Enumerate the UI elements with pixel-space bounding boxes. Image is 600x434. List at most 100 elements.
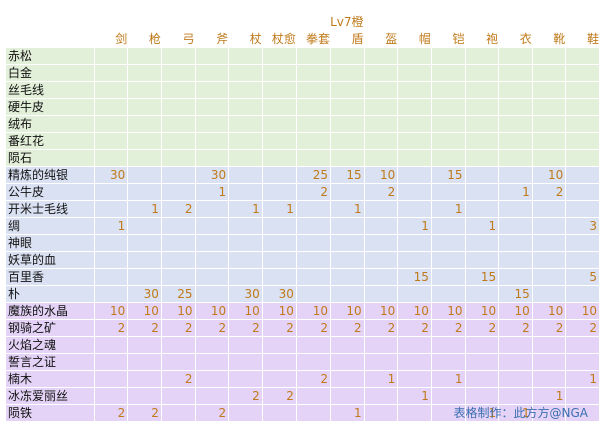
quantity-cell: 2	[364, 183, 399, 201]
quantity-cell	[94, 183, 129, 201]
column-header: 袍	[465, 30, 500, 48]
quantity-cell	[195, 64, 230, 82]
quantity-cell	[465, 387, 500, 405]
quantity-cell: 15	[397, 268, 432, 286]
quantity-cell	[161, 234, 196, 252]
quantity-cell	[565, 149, 600, 167]
quantity-cell	[161, 353, 196, 371]
quantity-cell: 2	[161, 370, 196, 388]
quantity-cell	[94, 353, 129, 371]
quantity-cell	[94, 149, 129, 167]
quantity-cell	[364, 115, 399, 133]
quantity-cell	[565, 166, 600, 184]
quantity-cell: 2	[94, 319, 129, 337]
quantity-cell	[330, 251, 365, 269]
table-row: 精炼的纯银 30 30 25 15 10 15 10	[6, 166, 600, 184]
quantity-cell: 2	[532, 183, 567, 201]
quantity-cell	[262, 370, 297, 388]
quantity-cell	[127, 132, 162, 150]
quantity-cell	[228, 132, 263, 150]
quantity-cell: 2	[127, 319, 162, 337]
quantity-cell	[330, 370, 365, 388]
quantity-cell	[161, 336, 196, 354]
quantity-cell	[94, 251, 129, 269]
quantity-cell	[364, 98, 399, 116]
quantity-cell: 1	[195, 183, 230, 201]
column-header: 斧	[195, 30, 230, 48]
quantity-cell	[565, 353, 600, 371]
quantity-cell	[127, 336, 162, 354]
quantity-cell	[262, 353, 297, 371]
quantity-cell	[262, 81, 297, 99]
quantity-cell	[465, 285, 500, 303]
quantity-cell: 2	[296, 370, 332, 388]
quantity-cell: 15	[498, 285, 533, 303]
quantity-cell: 10	[330, 302, 365, 320]
quantity-cell	[161, 166, 196, 184]
quantity-cell	[161, 64, 196, 82]
quantity-cell	[94, 387, 129, 405]
quantity-cell	[565, 115, 600, 133]
quantity-cell	[127, 115, 162, 133]
quantity-cell	[397, 98, 432, 116]
table-row: 火焰之魂	[6, 336, 600, 354]
quantity-cell	[330, 234, 365, 252]
quantity-cell	[565, 234, 600, 252]
quantity-cell: 15	[330, 166, 365, 184]
quantity-cell	[262, 98, 297, 116]
table-row: 陨石	[6, 149, 600, 167]
quantity-cell	[195, 251, 230, 269]
table-row: 魔族的水晶 10 10 10 10 10 10 10 10 10 10 10 10 10 10 10	[6, 302, 600, 320]
quantity-cell	[228, 149, 263, 167]
quantity-cell	[330, 285, 365, 303]
quantity-cell	[127, 47, 162, 65]
quantity-cell	[195, 285, 230, 303]
quantity-cell	[498, 234, 533, 252]
quantity-cell	[364, 387, 399, 405]
quantity-cell	[262, 183, 297, 201]
material-name: 绒布	[6, 115, 95, 133]
material-name: 开米士毛线	[6, 200, 95, 218]
quantity-cell	[228, 98, 263, 116]
quantity-cell: 1	[498, 404, 533, 422]
quantity-cell: 1	[465, 404, 500, 422]
quantity-cell: 25	[161, 285, 196, 303]
quantity-cell: 30	[228, 285, 263, 303]
quantity-cell: 1	[228, 200, 263, 218]
quantity-cell	[532, 98, 567, 116]
quantity-cell: 30	[195, 166, 230, 184]
quantity-cell	[397, 132, 432, 150]
quantity-cell: 10	[228, 302, 263, 320]
quantity-cell	[565, 47, 600, 65]
quantity-cell	[195, 268, 230, 286]
quantity-cell: 10	[262, 302, 297, 320]
quantity-cell	[296, 404, 332, 422]
table-row: 丝毛线	[6, 81, 600, 99]
quantity-cell: 1	[465, 217, 500, 235]
quantity-cell	[565, 81, 600, 99]
quantity-cell	[195, 217, 230, 235]
quantity-cell	[127, 370, 162, 388]
quantity-cell	[465, 353, 500, 371]
quantity-cell	[296, 268, 332, 286]
quantity-cell	[565, 64, 600, 82]
quantity-cell	[465, 336, 500, 354]
quantity-cell	[465, 64, 500, 82]
quantity-cell	[498, 217, 533, 235]
quantity-cell	[431, 404, 466, 422]
quantity-cell	[127, 268, 162, 286]
quantity-cell: 10	[498, 302, 533, 320]
quantity-cell	[565, 98, 600, 116]
table-row: 公牛皮 1 2 2 1 2	[6, 183, 600, 201]
quantity-cell: 1	[330, 200, 365, 218]
table-row: 百里香 15 15 5	[6, 268, 600, 286]
quantity-cell: 2	[565, 319, 600, 337]
table-row: 绒布	[6, 115, 600, 133]
quantity-cell	[262, 149, 297, 167]
quantity-cell	[431, 353, 466, 371]
quantity-cell	[262, 251, 297, 269]
quantity-cell	[397, 234, 432, 252]
quantity-cell	[94, 115, 129, 133]
quantity-cell	[565, 132, 600, 150]
quantity-cell	[465, 234, 500, 252]
